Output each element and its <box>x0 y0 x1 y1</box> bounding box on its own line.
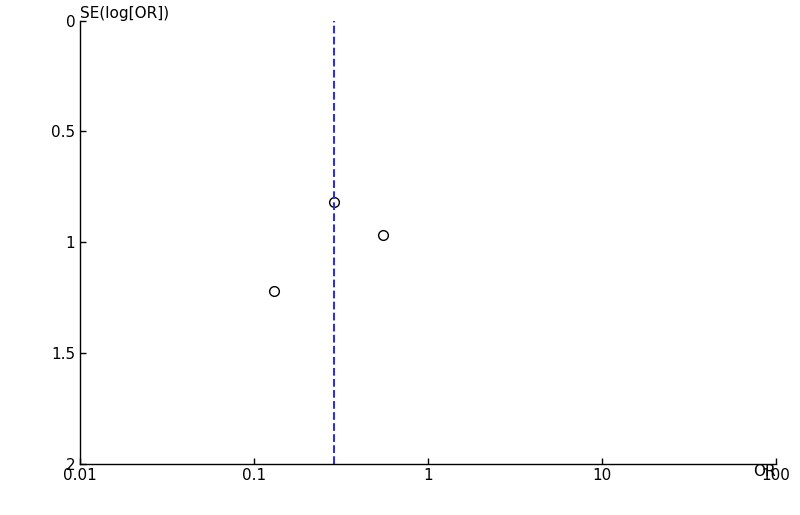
Text: OR: OR <box>754 464 776 478</box>
Text: SE(log[OR]): SE(log[OR]) <box>80 6 169 21</box>
